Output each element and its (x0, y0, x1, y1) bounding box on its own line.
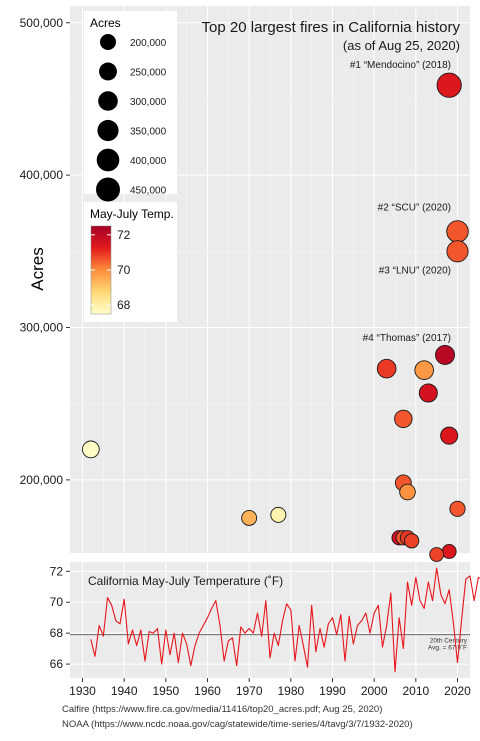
fires-y-axis: 200,000 300,000 400,000 500,000 (20, 16, 70, 487)
fires-panel: 200,000 300,000 400,000 500,000 Acres Top 2… (20, 6, 470, 562)
size-legend-label: 300,000 (130, 97, 167, 108)
fire-point (376, 358, 397, 379)
temperature-y-axis: 66 68 70 72 (50, 564, 70, 671)
year-x-tick-label: 1930 (69, 684, 96, 698)
fire-point (446, 220, 469, 243)
temperature-panel-background (70, 562, 470, 678)
fire-annotation: #4 “Thomas” (2017) (363, 333, 451, 344)
fires-chart-title: Top 20 largest fires in California histo… (202, 19, 461, 36)
year-x-axis: 1930 1940 1950 1960 1970 1980 1990 2000 2010 2020 (69, 678, 471, 698)
fire-annotation: #2 “SCU” (2020) (378, 203, 451, 214)
source-calfire: Calfire (https://www.fire.ca.gov/media/1… (62, 704, 382, 715)
size-legend-label: 250,000 (130, 68, 167, 79)
size-legend: Acres 200,000 250,000 300,000 350,000 400,00… (84, 11, 177, 202)
fire-point (414, 360, 434, 380)
fire-point (404, 533, 420, 549)
fire-point (270, 506, 287, 523)
size-legend-items: 200,000 250,000 300,000 350,000 400,000 450,0… (96, 34, 167, 202)
temperature-panel: 66 68 70 72 1930 1940 1950 1960 1970 1980 1990 200… (50, 562, 480, 698)
fire-annotations: #1 “Mendocino” (2018) #2 “SCU” (2020) #3 “… (350, 60, 451, 344)
size-legend-label: 450,000 (130, 186, 167, 197)
temperature-y-tick-label: 68 (50, 626, 64, 640)
year-x-tick-label: 1970 (236, 684, 263, 698)
fire-point (446, 240, 469, 263)
fire-point (81, 440, 100, 459)
year-x-tick-label: 2010 (402, 684, 429, 698)
century-average-label-line1: 20th Century (430, 638, 468, 645)
fires-y-tick-label: 500,000 (20, 16, 64, 30)
fires-y-axis-label: Acres (28, 247, 47, 290)
century-average-label-line2: Avg. = 67.9˚F (428, 644, 467, 652)
fire-annotation: #3 “LNU” (2020) (379, 265, 451, 276)
color-legend-tick-label: 70 (117, 263, 131, 277)
fire-point (418, 383, 438, 403)
fires-y-tick-label: 200,000 (20, 473, 64, 487)
color-legend-title: May-July Temp. (90, 207, 174, 221)
temperature-y-tick-label: 70 (50, 595, 64, 609)
temperature-y-tick-label: 72 (50, 564, 64, 578)
fire-point (429, 547, 445, 562)
size-legend-circle (97, 119, 119, 142)
color-legend-bar: 68 70 72 (90, 225, 131, 315)
fires-y-tick-label: 400,000 (20, 168, 64, 182)
temperature-panel-title: California May-July Temperature (˚F) (88, 574, 283, 588)
temperature-series (90, 567, 480, 673)
size-legend-circle (99, 62, 117, 81)
fire-points (81, 72, 469, 562)
color-legend: May-July Temp. 68 70 72 (84, 202, 177, 322)
fire-point (441, 544, 457, 559)
source-noaa: NOAA (https://www.ncdc.noaa.gov/cag/stat… (62, 719, 413, 730)
size-legend-label: 200,000 (130, 38, 167, 49)
fires-chart-subtitle: (as of Aug 25, 2020) (343, 38, 460, 53)
size-legend-circle (98, 91, 118, 111)
year-x-tick-label: 1940 (111, 684, 138, 698)
fire-point (436, 72, 462, 98)
year-x-tick-label: 1990 (319, 684, 346, 698)
year-x-tick-label: 2000 (361, 684, 388, 698)
fires-y-tick-label: 300,000 (20, 320, 64, 334)
fire-point (435, 344, 455, 365)
fire-point (394, 409, 413, 429)
fire-point (241, 510, 258, 526)
temperature-line (90, 567, 480, 673)
size-legend-circle (96, 177, 120, 202)
fire-point (399, 483, 416, 501)
temperature-y-tick-label: 66 (50, 657, 64, 671)
size-legend-title: Acres (90, 16, 121, 30)
year-x-tick-label: 1950 (152, 684, 179, 698)
size-legend-label: 400,000 (130, 156, 167, 167)
size-legend-circle (100, 34, 116, 50)
temperature-grid (70, 562, 470, 678)
size-legend-label: 350,000 (130, 127, 167, 138)
color-legend-tick-label: 72 (117, 228, 131, 242)
color-legend-tick-label: 68 (117, 298, 131, 312)
fire-annotation: #1 “Mendocino” (2018) (350, 60, 451, 71)
year-x-tick-label: 1960 (194, 684, 221, 698)
year-x-tick-label: 2020 (444, 684, 471, 698)
year-x-tick-label: 1980 (277, 684, 304, 698)
fire-point (440, 426, 459, 445)
fire-point (449, 500, 466, 517)
size-legend-circle (96, 148, 120, 172)
